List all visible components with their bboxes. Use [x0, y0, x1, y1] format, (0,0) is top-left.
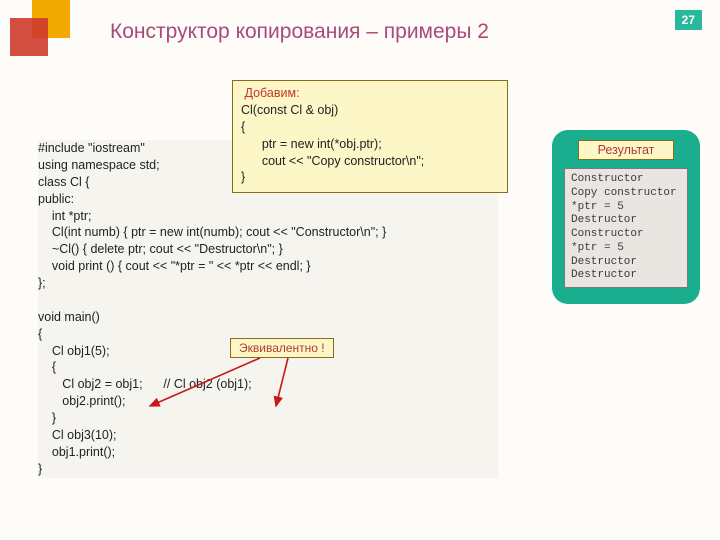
addition-box: Добавим: Cl(const Cl & obj) { ptr = new …: [232, 80, 508, 193]
page-number-badge: 27: [675, 10, 702, 30]
slide-title: Конструктор копирования – примеры 2: [110, 20, 489, 44]
result-output: Constructor Copy constructor *ptr = 5 De…: [564, 168, 688, 288]
addition-body: Cl(const Cl & obj) { ptr = new int(*obj.…: [241, 103, 424, 185]
addition-header: Добавим:: [241, 86, 300, 100]
deco-square-red: [10, 18, 48, 56]
equivalent-label: Эквивалентно !: [230, 338, 334, 358]
result-title: Результат: [578, 140, 674, 160]
result-panel: Результат Constructor Copy constructor *…: [552, 130, 700, 304]
slide: Конструктор копирования – примеры 2 27 #…: [0, 0, 720, 540]
